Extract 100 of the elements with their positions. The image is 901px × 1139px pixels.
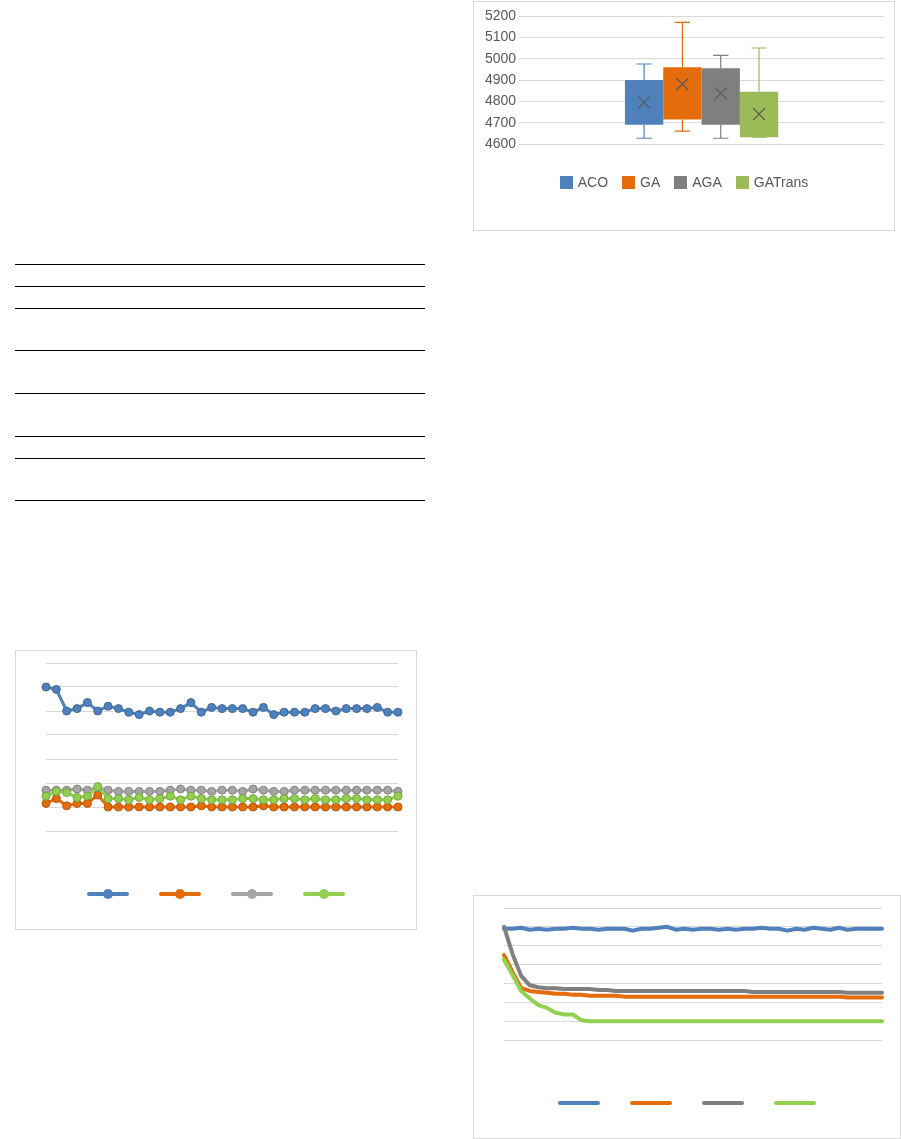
point bbox=[248, 784, 258, 794]
point bbox=[269, 802, 279, 812]
point bbox=[145, 795, 155, 805]
point bbox=[155, 802, 165, 812]
point bbox=[310, 785, 320, 795]
point bbox=[227, 795, 237, 805]
point bbox=[62, 706, 72, 716]
point bbox=[321, 802, 331, 812]
point bbox=[72, 784, 82, 794]
point bbox=[372, 802, 382, 812]
point bbox=[41, 682, 51, 692]
point bbox=[258, 785, 268, 795]
point bbox=[176, 704, 186, 714]
point bbox=[207, 802, 217, 812]
point bbox=[372, 785, 382, 795]
point bbox=[393, 707, 403, 717]
point bbox=[258, 795, 268, 805]
point bbox=[341, 794, 351, 804]
point bbox=[165, 802, 175, 812]
point bbox=[176, 784, 186, 794]
legend-label: AGA bbox=[692, 174, 722, 190]
point bbox=[383, 707, 393, 717]
legend-label: GA bbox=[640, 174, 661, 190]
point bbox=[248, 794, 258, 804]
point bbox=[82, 698, 92, 708]
y-tick-label: 4700 bbox=[484, 113, 517, 130]
point bbox=[51, 684, 61, 694]
point bbox=[310, 704, 320, 714]
point bbox=[113, 802, 123, 812]
point bbox=[248, 707, 258, 717]
point bbox=[289, 785, 299, 795]
point bbox=[113, 794, 123, 804]
legend-label: ACO bbox=[577, 174, 609, 190]
point bbox=[258, 702, 268, 712]
point bbox=[321, 785, 331, 795]
point bbox=[82, 791, 92, 801]
point bbox=[93, 706, 103, 716]
point bbox=[300, 785, 310, 795]
point bbox=[279, 794, 289, 804]
point bbox=[227, 704, 237, 714]
point bbox=[321, 795, 331, 805]
point bbox=[289, 794, 299, 804]
point bbox=[145, 786, 155, 796]
point bbox=[62, 801, 72, 811]
point bbox=[238, 794, 248, 804]
point bbox=[103, 794, 113, 804]
point bbox=[145, 802, 155, 812]
point bbox=[300, 795, 310, 805]
point bbox=[238, 802, 248, 812]
point bbox=[341, 704, 351, 714]
point bbox=[279, 786, 289, 796]
point bbox=[362, 704, 372, 714]
point bbox=[196, 707, 206, 717]
point bbox=[238, 786, 248, 796]
point bbox=[51, 794, 61, 804]
y-tick-label: 4800 bbox=[484, 92, 517, 109]
point bbox=[217, 795, 227, 805]
point bbox=[331, 795, 341, 805]
point bbox=[207, 786, 217, 796]
point bbox=[93, 790, 103, 800]
point bbox=[72, 704, 82, 714]
point bbox=[217, 802, 227, 812]
point bbox=[113, 704, 123, 714]
point bbox=[145, 706, 155, 716]
point bbox=[331, 802, 341, 812]
point bbox=[341, 785, 351, 795]
point bbox=[238, 704, 248, 714]
point bbox=[279, 802, 289, 812]
point bbox=[289, 707, 299, 717]
y-tick-label: 5100 bbox=[484, 28, 517, 45]
legend-label: GATrans bbox=[753, 174, 809, 190]
point bbox=[196, 785, 206, 795]
point bbox=[269, 795, 279, 805]
point bbox=[279, 707, 289, 717]
point bbox=[134, 802, 144, 812]
point bbox=[352, 802, 362, 812]
point bbox=[176, 802, 186, 812]
point bbox=[383, 795, 393, 805]
point bbox=[155, 786, 165, 796]
point bbox=[310, 794, 320, 804]
point bbox=[383, 802, 393, 812]
point bbox=[331, 706, 341, 716]
point bbox=[300, 707, 310, 717]
point bbox=[176, 795, 186, 805]
point bbox=[300, 802, 310, 812]
point bbox=[331, 785, 341, 795]
point bbox=[72, 792, 82, 802]
point bbox=[124, 707, 134, 717]
point bbox=[103, 701, 113, 711]
point bbox=[165, 791, 175, 801]
point bbox=[207, 795, 217, 805]
point bbox=[372, 702, 382, 712]
point bbox=[103, 785, 113, 795]
point bbox=[113, 786, 123, 796]
point bbox=[196, 794, 206, 804]
point bbox=[269, 786, 279, 796]
point bbox=[165, 707, 175, 717]
point bbox=[393, 791, 403, 801]
y-tick-label: 5000 bbox=[484, 49, 517, 66]
y-tick-label: 5200 bbox=[484, 6, 517, 23]
